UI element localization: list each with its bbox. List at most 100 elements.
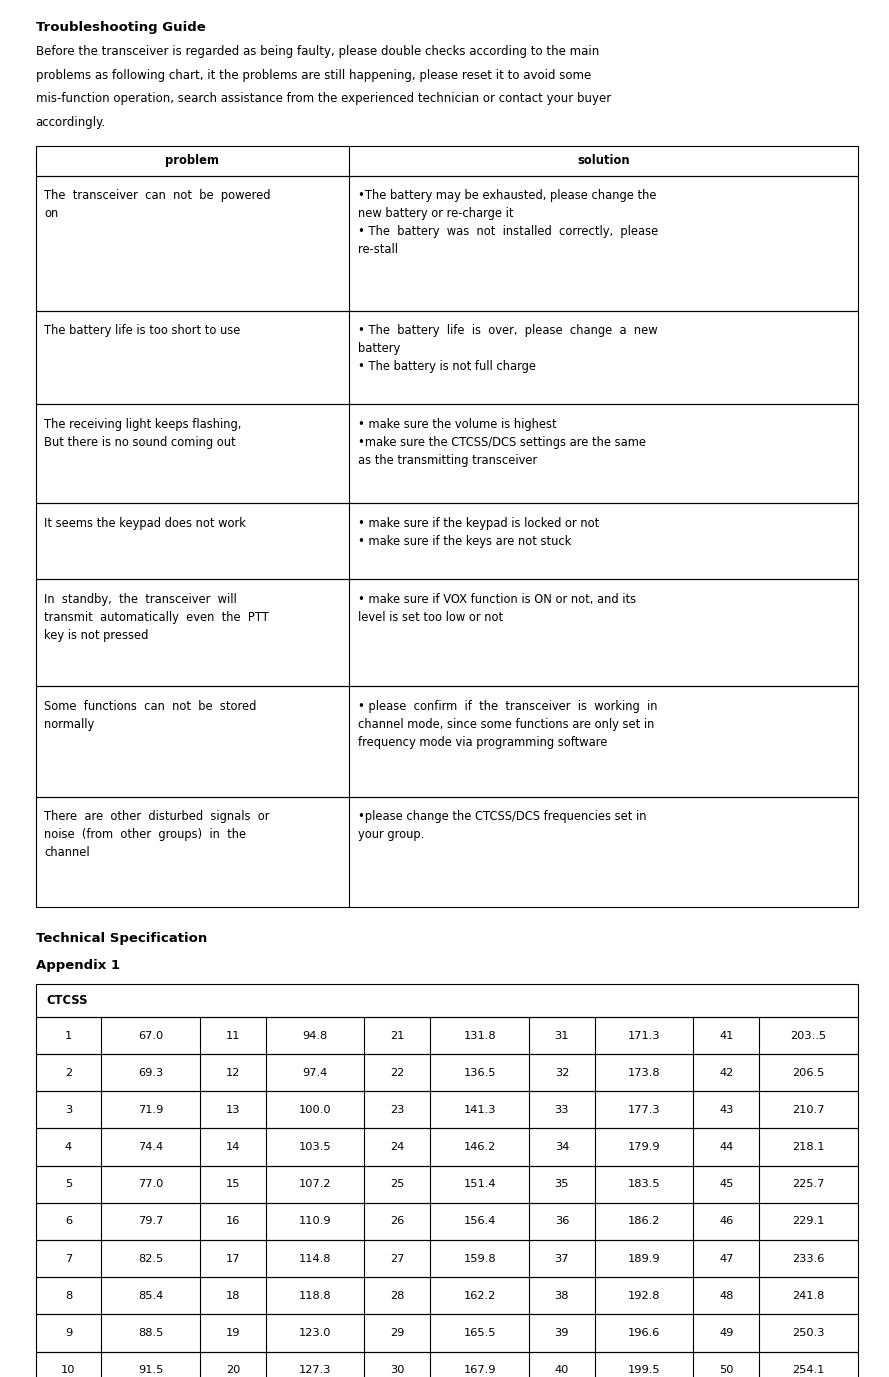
Text: 23: 23 [390,1104,404,1115]
Text: 183.5: 183.5 [628,1179,661,1190]
Text: 18: 18 [226,1290,240,1301]
Text: CTCSS: CTCSS [46,994,88,1007]
Text: 14: 14 [226,1142,240,1153]
Bar [36,1166,858,1203]
Text: 82.5: 82.5 [138,1253,164,1264]
Text: 49: 49 [719,1327,733,1338]
Text: 156.4: 156.4 [463,1216,496,1227]
Text: 123.0: 123.0 [299,1327,332,1338]
Text: 21: 21 [390,1030,404,1041]
Text: 5: 5 [65,1179,72,1190]
Text: 44: 44 [719,1142,733,1153]
Bar [36,1055,858,1092]
Text: Technical Specification: Technical Specification [36,932,207,945]
Text: 151.4: 151.4 [463,1179,496,1190]
Bar [36,405,858,504]
Text: 16: 16 [226,1216,240,1227]
Bar [36,146,858,176]
Bar [36,1129,858,1166]
Bar [36,797,858,907]
Text: 47: 47 [719,1253,733,1264]
Bar [36,580,858,687]
Text: • please  confirm  if  the  transceiver  is  working  in
channel mode, since som: • please confirm if the transceiver is w… [357,701,657,749]
Text: 40: 40 [555,1365,569,1376]
Text: In  standby,  the  transceiver  will
transmit  automatically  even  the  PTT
key: In standby, the transceiver will transmi… [44,593,269,642]
Text: 10: 10 [61,1365,76,1376]
Text: 192.8: 192.8 [628,1290,661,1301]
Text: Troubleshooting Guide: Troubleshooting Guide [36,21,205,33]
Text: 88.5: 88.5 [138,1327,164,1338]
Text: 167.9: 167.9 [463,1365,496,1376]
Text: 22: 22 [390,1067,404,1078]
Text: accordingly.: accordingly. [36,116,106,128]
Text: 20: 20 [226,1365,240,1376]
Text: 233.6: 233.6 [792,1253,825,1264]
Text: 254.1: 254.1 [792,1365,825,1376]
Text: 37: 37 [555,1253,569,1264]
Text: 42: 42 [719,1067,733,1078]
Text: • make sure if the keypad is locked or not
• make sure if the keys are not stuck: • make sure if the keypad is locked or n… [357,518,599,548]
Text: 41: 41 [719,1030,733,1041]
Text: Appendix 1: Appendix 1 [36,960,119,972]
Text: 127.3: 127.3 [299,1365,332,1376]
Text: 210.7: 210.7 [792,1104,825,1115]
Bar [36,1352,858,1377]
Text: 11: 11 [226,1030,240,1041]
Text: 118.8: 118.8 [299,1290,332,1301]
Text: 33: 33 [555,1104,569,1115]
Text: 30: 30 [390,1365,404,1376]
Text: There  are  other  disturbed  signals  or
noise  (from  other  groups)  in  the
: There are other disturbed signals or noi… [44,810,270,859]
Text: 38: 38 [555,1290,569,1301]
Text: 141.3: 141.3 [463,1104,496,1115]
Text: 26: 26 [390,1216,404,1227]
Text: •The battery may be exhausted, please change the
new battery or re-charge it
• T: •The battery may be exhausted, please ch… [357,190,658,256]
Text: 27: 27 [390,1253,404,1264]
Bar [36,1203,858,1241]
Text: 67.0: 67.0 [138,1030,164,1041]
Text: 50: 50 [719,1365,733,1376]
Text: 19: 19 [226,1327,240,1338]
Text: 229.1: 229.1 [792,1216,825,1227]
Text: 91.5: 91.5 [138,1365,164,1376]
Text: 225.7: 225.7 [792,1179,825,1190]
Text: 146.2: 146.2 [463,1142,496,1153]
Bar [36,1241,858,1278]
Bar [36,1278,858,1315]
Bar [36,687,858,797]
Text: 79.7: 79.7 [138,1216,164,1227]
Bar [36,1092,858,1129]
Text: 45: 45 [719,1179,733,1190]
Text: 159.8: 159.8 [463,1253,496,1264]
Text: 36: 36 [555,1216,569,1227]
Text: • make sure the volume is highest
•make sure the CTCSS/DCS settings are the same: • make sure the volume is highest •make … [357,419,645,467]
Text: 114.8: 114.8 [299,1253,332,1264]
Text: 34: 34 [555,1142,569,1153]
Text: 94.8: 94.8 [302,1030,328,1041]
Text: 35: 35 [555,1179,569,1190]
Text: 179.9: 179.9 [628,1142,661,1153]
Text: The receiving light keeps flashing,
But there is no sound coming out: The receiving light keeps flashing, But … [44,419,242,449]
Bar [36,504,858,580]
Text: 77.0: 77.0 [138,1179,164,1190]
Text: 17: 17 [226,1253,240,1264]
Text: 100.0: 100.0 [299,1104,332,1115]
Text: • make sure if VOX function is ON or not, and its
level is set too low or not: • make sure if VOX function is ON or not… [357,593,636,624]
Text: 46: 46 [719,1216,733,1227]
Text: •please change the CTCSS/DCS frequencies set in
your group.: •please change the CTCSS/DCS frequencies… [357,810,646,841]
Bar [36,1315,858,1352]
Text: solution: solution [577,154,629,167]
Bar [36,985,858,1018]
Text: 25: 25 [390,1179,404,1190]
Text: 199.5: 199.5 [628,1365,661,1376]
Text: Some  functions  can  not  be  stored
normally: Some functions can not be stored normall… [44,701,257,731]
Text: 28: 28 [390,1290,404,1301]
Text: 103.5: 103.5 [299,1142,332,1153]
Text: 131.8: 131.8 [463,1030,496,1041]
Text: 31: 31 [555,1030,569,1041]
Text: 29: 29 [390,1327,404,1338]
Text: The  transceiver  can  not  be  powered
on: The transceiver can not be powered on [44,190,271,220]
Text: 162.2: 162.2 [463,1290,496,1301]
Text: 189.9: 189.9 [628,1253,661,1264]
Text: 85.4: 85.4 [138,1290,164,1301]
Text: 43: 43 [719,1104,733,1115]
